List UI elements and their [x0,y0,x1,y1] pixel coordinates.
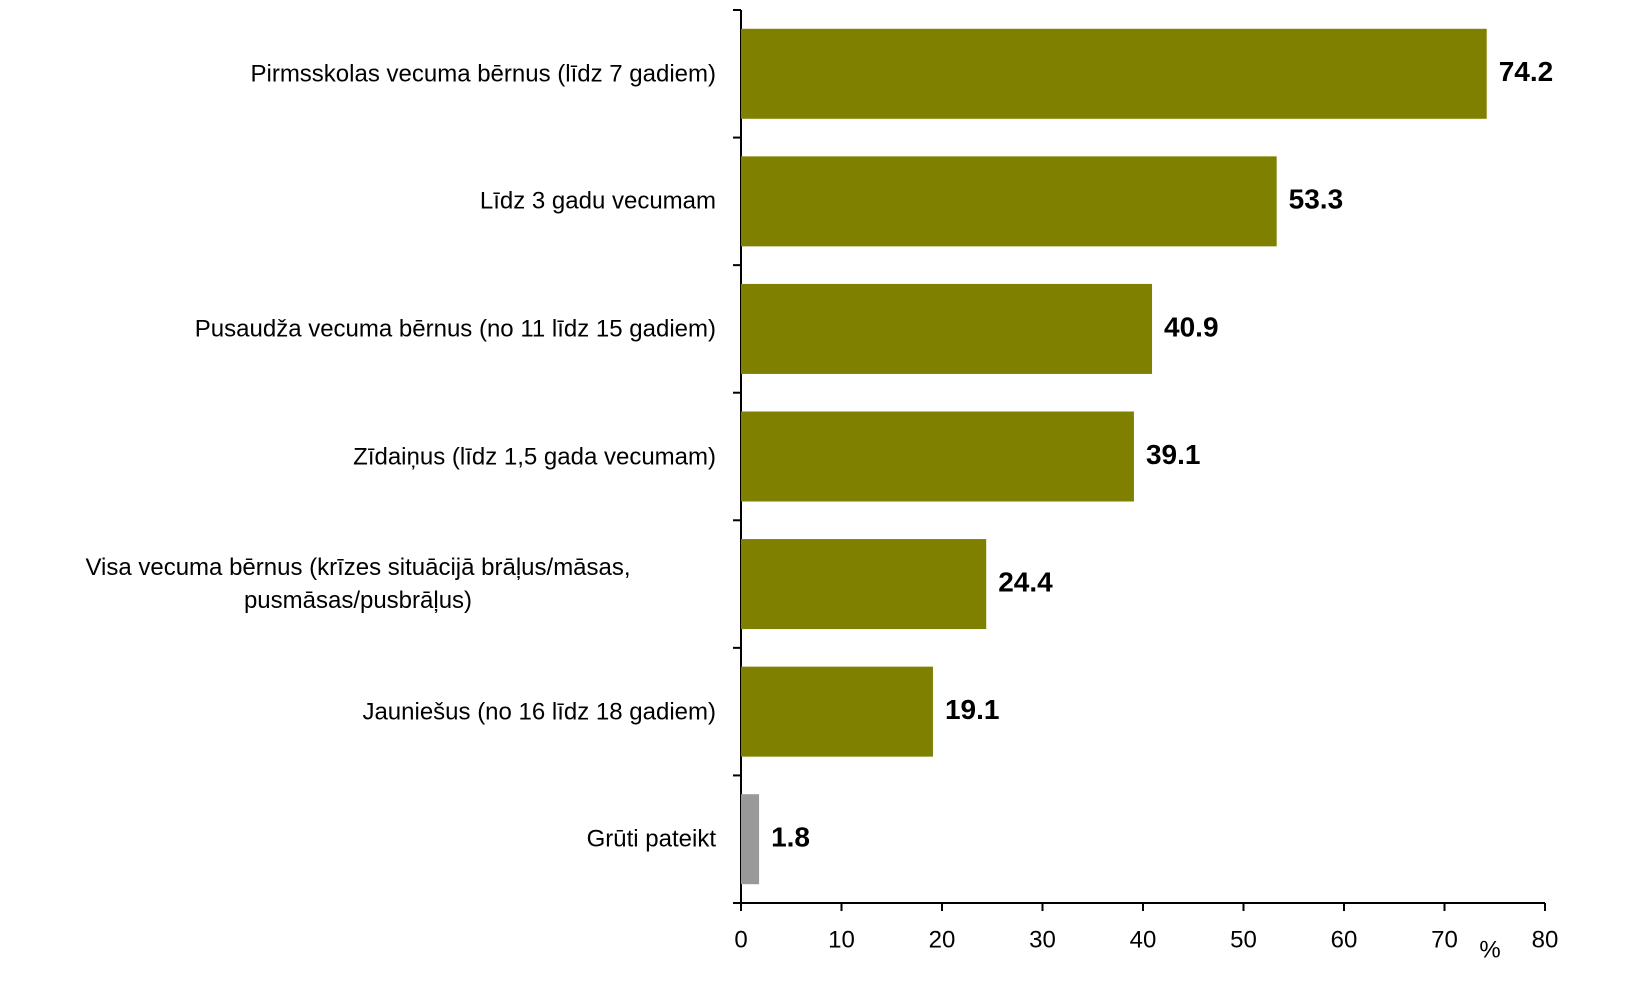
category-text: Visa vecuma bērnus (krīzes situācijā brā… [85,554,631,615]
value-label: 53.3 [1289,184,1344,215]
value-label: 19.1 [945,694,1000,725]
category-label: Zīdaiņus (līdz 1,5 gada vecumam) [353,440,716,473]
value-label: 74.2 [1499,56,1554,87]
category-text: Pirmsskolas vecuma bērnus (līdz 7 gadiem… [250,60,716,88]
category-text: Līdz 3 gadu vecumam [479,187,716,215]
bar [741,283,1153,374]
category-text: Jauniešus (no 16 līdz 18 gadiem) [362,698,716,726]
x-tick-label: 50 [1230,926,1257,953]
x-tick-label: 30 [1029,926,1056,953]
value-label: 24.4 [998,566,1053,597]
value-label: 40.9 [1164,311,1219,342]
x-axis-label: % [1479,936,1500,963]
bar [741,539,987,630]
category-label: Grūti pateikt [587,823,716,856]
value-label: 39.1 [1146,439,1201,470]
bar [741,28,1487,119]
bar [741,794,760,885]
x-tick-label: 60 [1331,926,1358,953]
category-label: Pusaudža vecuma bērnus (no 11 līdz 15 ga… [195,312,716,345]
bar [741,156,1277,247]
category-text: Pusaudža vecuma bērnus (no 11 līdz 15 ga… [194,315,716,343]
category-label: Līdz 3 gadu vecumam [480,185,716,218]
category-label: Pirmsskolas vecuma bērnus (līdz 7 gadiem… [250,57,716,90]
x-tick-label: 80 [1532,926,1559,953]
x-tick-label: 20 [929,926,956,953]
value-label: 1.8 [771,822,810,853]
bar [741,666,933,757]
category-text: Grūti pateikt [586,825,716,853]
x-tick-label: 70 [1431,926,1458,953]
category-label: Visa vecuma bērnus (krīzes situācijā brā… [0,551,716,617]
x-tick-label: 0 [734,926,747,953]
x-tick-label: 40 [1130,926,1157,953]
category-text: Zīdaiņus (līdz 1,5 gada vecumam) [353,443,716,470]
category-label: Jauniešus (no 16 līdz 18 gadiem) [362,695,716,728]
bar [741,411,1134,502]
x-tick-label: 10 [828,926,855,953]
